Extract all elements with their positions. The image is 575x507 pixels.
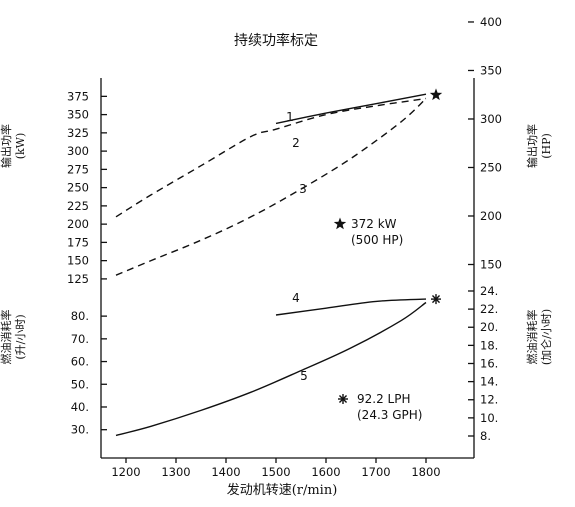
fuel-right-tick-label: 18. xyxy=(480,338,498,352)
y-axis-label-fuel-left: 燃油消耗率 (升/小时) xyxy=(0,310,27,365)
fuel-left-label-line1: 燃油消耗率 xyxy=(0,310,13,365)
fuel-right-label-line2: (加仑/小时) xyxy=(539,309,553,365)
series-line-1 xyxy=(275,93,427,125)
fuel-left-tick-label: 60. xyxy=(71,355,89,369)
rated-power-star-icon xyxy=(333,217,347,230)
rated-power-line1: 372 kW xyxy=(351,217,397,231)
x-tick-label: 1200 xyxy=(111,465,140,479)
x-tick-label: 1300 xyxy=(161,465,190,479)
power-right-tick-label: 250 xyxy=(480,160,502,174)
power-right-tick-label: 300 xyxy=(480,112,502,126)
power-right-tick-label: 200 xyxy=(480,209,502,223)
power-right-tick-label: 350 xyxy=(480,63,502,77)
power-left-tick-label: 300 xyxy=(67,144,89,158)
annotation-layer: 372 kW (500 HP) 92.2 LPH (24.3 GPH) xyxy=(333,88,443,422)
power-left-label-line1: 输出功率 xyxy=(0,124,13,168)
series-line-5 xyxy=(115,301,427,437)
y-axis-label-fuel-right: 燃油消耗率 (加仑/小时) xyxy=(525,309,553,365)
power-left-tick-label: 250 xyxy=(67,181,89,195)
power-left-tick-label: 175 xyxy=(67,235,89,249)
series-line-2 xyxy=(115,97,427,218)
series-1-end-star-icon xyxy=(429,88,443,101)
series-line-4 xyxy=(275,298,427,316)
fuel-left-tick-label: 40. xyxy=(71,400,89,414)
y-axis-label-power-left: 输出功率 (kW) xyxy=(0,124,27,168)
x-tick-label: 1700 xyxy=(361,465,390,479)
power-left-tick-label: 375 xyxy=(67,89,89,103)
x-tick-label: 1400 xyxy=(211,465,240,479)
x-tick-label: 1600 xyxy=(311,465,340,479)
x-tick-label: 1500 xyxy=(261,465,290,479)
power-left-tick-label: 350 xyxy=(67,108,89,122)
x-axis-label: 发动机转速(r/min) xyxy=(227,482,338,498)
fuel-right-tick-label: 22. xyxy=(480,302,498,316)
power-right-label-line1: 输出功率 xyxy=(525,124,539,168)
fuel-left-tick-label: 30. xyxy=(71,423,89,437)
power-right-tick-label: 150 xyxy=(480,258,502,272)
fuel-right-tick-label: 14. xyxy=(480,375,498,389)
series-4-end-asterisk-icon xyxy=(431,294,441,305)
fuel-right-tick-label: 8. xyxy=(480,429,491,443)
fuel-right-tick-label: 10. xyxy=(480,411,498,425)
rated-fuel-line1: 92.2 LPH xyxy=(357,392,410,406)
ticks-layer: 1200 1300 1400 1500 1600 1700 1800125150175200… xyxy=(67,15,502,479)
power-left-tick-label: 200 xyxy=(67,217,89,231)
power-left-tick-label: 225 xyxy=(67,199,89,213)
power-left-tick-label: 125 xyxy=(67,272,89,286)
fuel-right-tick-label: 20. xyxy=(480,320,498,334)
fuel-right-label-line1: 燃油消耗率 xyxy=(525,310,539,365)
series-label-4: 4 xyxy=(292,291,300,305)
power-left-tick-label: 325 xyxy=(67,126,89,140)
series-label-1: 1 xyxy=(286,110,294,124)
fuel-left-label-line2: (升/小时) xyxy=(14,314,27,359)
asterisk-stroke xyxy=(338,394,348,404)
fuel-left-tick-label: 50. xyxy=(71,377,89,391)
power-left-label-line2: (kW) xyxy=(14,133,27,160)
power-left-tick-label: 150 xyxy=(67,254,89,268)
power-right-tick-label: 400 xyxy=(480,15,502,29)
asterisk-stroke xyxy=(431,295,441,304)
series-label-3: 3 xyxy=(299,182,307,196)
fuel-right-tick-label: 24. xyxy=(480,284,498,298)
rated-power-line2: (500 HP) xyxy=(351,233,403,247)
power-right-label-line2: (HP) xyxy=(540,133,553,159)
series-layer: 1 2 3 4 5 xyxy=(115,93,427,437)
series-label-5: 5 xyxy=(300,369,308,383)
series-line-3 xyxy=(115,97,427,276)
fuel-right-tick-label: 12. xyxy=(480,393,498,407)
power-left-tick-label: 275 xyxy=(67,162,89,176)
fuel-left-tick-label: 80. xyxy=(71,309,89,323)
chart-title: 持续功率标定 xyxy=(234,32,318,49)
series-label-2: 2 xyxy=(292,136,300,150)
y-axis-label-power-right: 输出功率 (HP) xyxy=(525,124,553,168)
rated-fuel-asterisk-icon xyxy=(338,394,348,404)
fuel-right-tick-label: 16. xyxy=(480,356,498,370)
fuel-left-tick-label: 70. xyxy=(71,332,89,346)
x-tick-label: 1800 xyxy=(411,465,440,479)
rated-fuel-line2: (24.3 GPH) xyxy=(357,408,422,422)
